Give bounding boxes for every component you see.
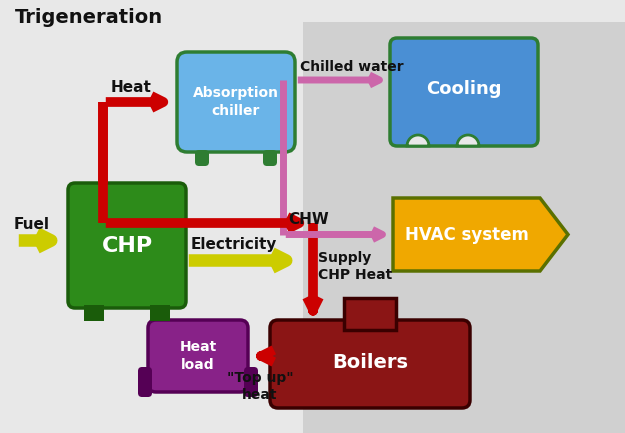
Polygon shape <box>393 198 568 271</box>
Bar <box>344 298 396 330</box>
FancyBboxPatch shape <box>390 38 538 146</box>
FancyBboxPatch shape <box>195 150 209 166</box>
Bar <box>84 305 104 321</box>
Wedge shape <box>457 135 479 146</box>
Text: Boilers: Boilers <box>332 353 408 372</box>
Text: "Top up"
heat: "Top up" heat <box>227 371 293 402</box>
FancyBboxPatch shape <box>138 367 152 397</box>
Bar <box>150 305 170 321</box>
Text: Trigeneration: Trigeneration <box>15 8 163 27</box>
Text: CHW: CHW <box>288 212 329 227</box>
Text: Chilled water: Chilled water <box>300 60 404 74</box>
Text: CHP: CHP <box>101 236 152 255</box>
Bar <box>303 22 625 433</box>
Text: Supply
CHP Heat: Supply CHP Heat <box>318 251 392 282</box>
FancyBboxPatch shape <box>270 320 470 408</box>
FancyBboxPatch shape <box>263 150 277 166</box>
Wedge shape <box>407 135 429 146</box>
FancyBboxPatch shape <box>177 52 295 152</box>
FancyBboxPatch shape <box>68 183 186 308</box>
Text: Fuel: Fuel <box>14 217 50 232</box>
FancyBboxPatch shape <box>148 320 248 392</box>
Text: Cooling: Cooling <box>426 80 502 98</box>
Text: Electricity: Electricity <box>191 237 278 252</box>
Text: Heat
load: Heat load <box>179 340 217 372</box>
FancyBboxPatch shape <box>244 367 258 397</box>
Text: Absorption
chiller: Absorption chiller <box>193 86 279 118</box>
Text: HVAC system: HVAC system <box>404 226 529 243</box>
Text: Heat: Heat <box>111 81 152 96</box>
